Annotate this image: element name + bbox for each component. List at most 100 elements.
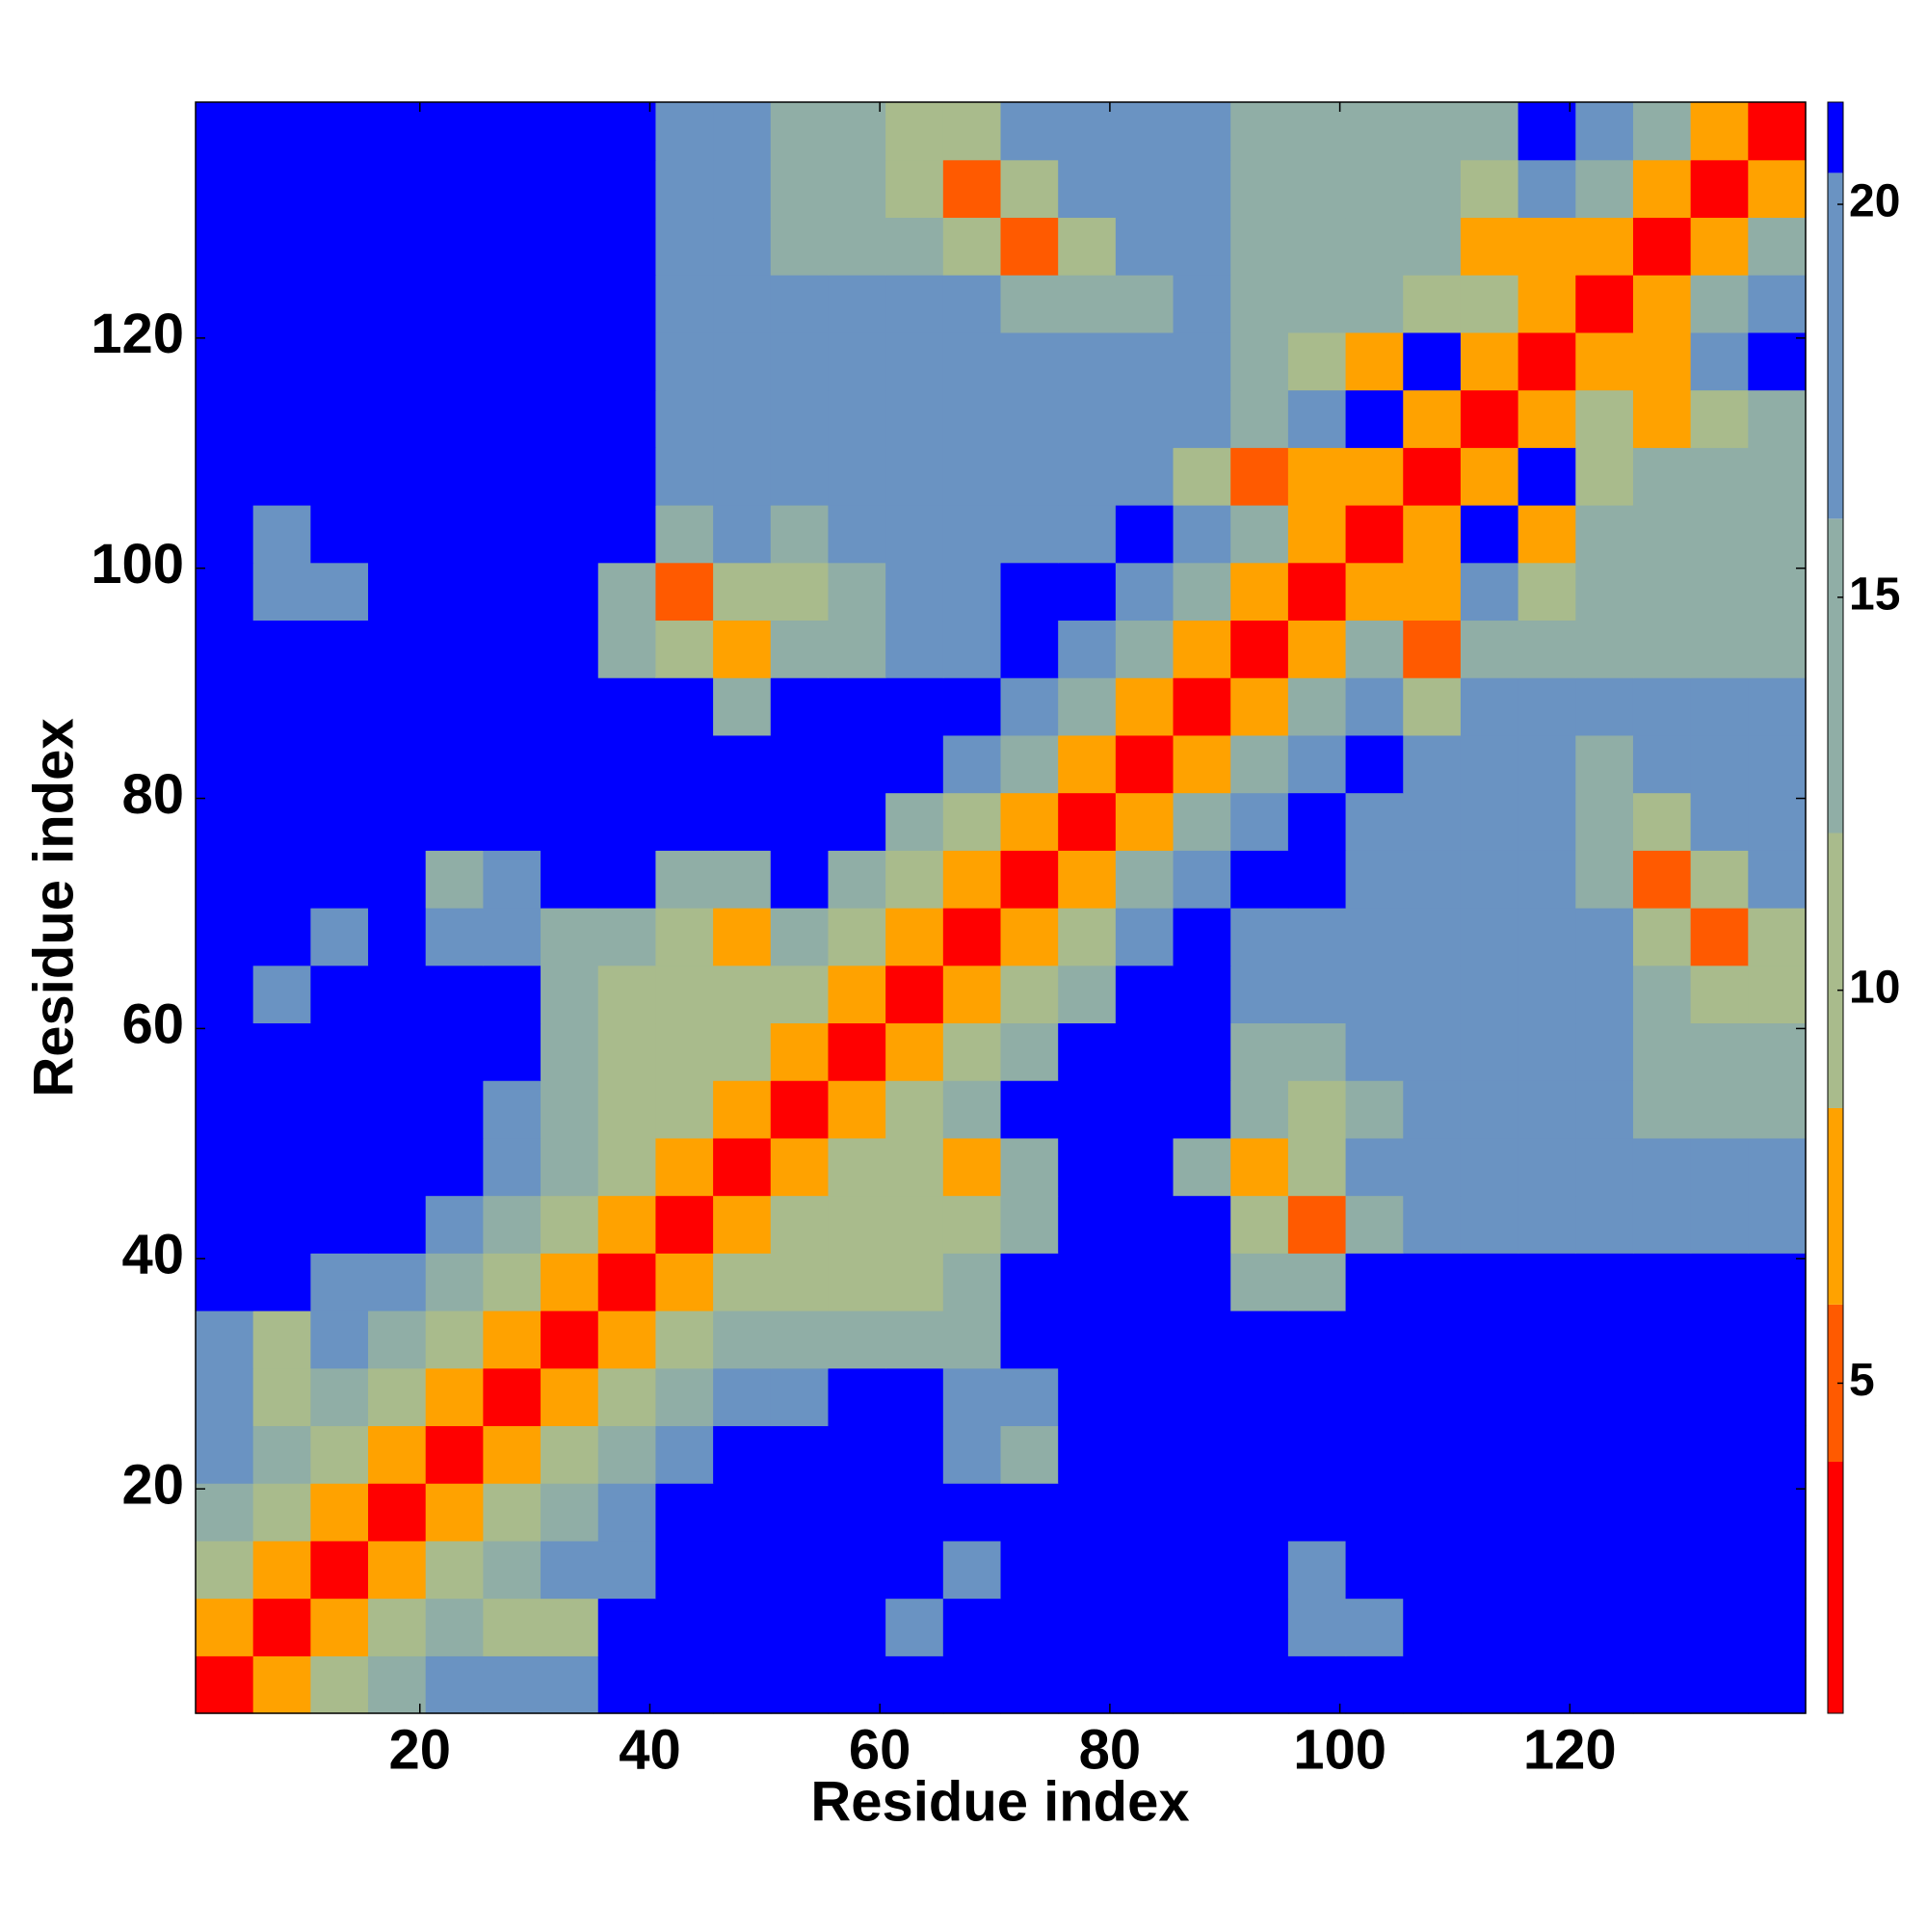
heatmap-cell	[828, 1195, 886, 1254]
heatmap-cell	[1230, 505, 1289, 564]
heatmap-cell	[597, 1367, 657, 1427]
heatmap-cell	[1748, 1483, 1807, 1542]
heatmap-cell	[1230, 908, 1289, 966]
heatmap-cell	[368, 217, 427, 276]
heatmap-cell	[1230, 1080, 1289, 1139]
heatmap-cell	[1000, 1425, 1059, 1484]
colorbar-band	[1828, 518, 1843, 834]
heatmap-cell	[770, 331, 830, 391]
heatmap-cell	[368, 1367, 427, 1427]
heatmap-cell	[310, 505, 369, 564]
heatmap-cell	[368, 275, 427, 333]
heatmap-cell	[1058, 850, 1117, 909]
heatmap-cell	[541, 1598, 599, 1656]
heatmap-cell	[1058, 217, 1117, 276]
heatmap-cell	[597, 620, 657, 678]
heatmap-cell	[1000, 1253, 1059, 1311]
heatmap-cell	[942, 1483, 1002, 1542]
heatmap-cell	[252, 275, 311, 333]
heatmap-cell	[1000, 677, 1059, 736]
heatmap-cell	[885, 1022, 944, 1081]
heatmap-cell	[1173, 217, 1231, 276]
heatmap-cell	[368, 965, 427, 1024]
x-tick-label: 120	[1523, 1718, 1617, 1781]
heatmap-cell	[1230, 1137, 1289, 1197]
heatmap-cell	[1173, 1367, 1231, 1427]
heatmap-cell	[1403, 850, 1462, 909]
heatmap-cell	[1460, 505, 1519, 564]
heatmap-cell	[828, 1253, 886, 1311]
heatmap-cell	[1518, 1310, 1576, 1369]
heatmap-cell	[483, 1080, 541, 1139]
heatmap-cell	[368, 447, 427, 506]
heatmap-cell	[1575, 331, 1634, 391]
heatmap-cell	[713, 1137, 772, 1197]
heatmap-cell	[1690, 505, 1749, 564]
heatmap-cell	[483, 1137, 541, 1197]
heatmap-cell	[1173, 620, 1231, 678]
heatmap-cell	[310, 734, 369, 794]
heatmap-cell	[483, 389, 541, 448]
heatmap-cell	[310, 447, 369, 506]
heatmap-cell	[1632, 908, 1692, 966]
heatmap-cell	[1748, 562, 1807, 622]
heatmap-cell	[1287, 1195, 1347, 1254]
heatmap-cell	[1575, 159, 1634, 219]
heatmap-cell	[828, 908, 886, 966]
heatmap-cell	[1000, 1080, 1059, 1139]
heatmap-cell	[885, 677, 944, 736]
heatmap-cell	[1518, 850, 1576, 909]
heatmap-cell	[942, 1080, 1002, 1139]
heatmap-cell	[1230, 620, 1289, 678]
heatmap-cell	[1632, 562, 1692, 622]
heatmap-cell	[310, 562, 369, 622]
heatmap-cell	[483, 447, 541, 506]
heatmap-cell	[483, 1540, 541, 1600]
heatmap-cell	[597, 1540, 657, 1600]
heatmap-cell	[1173, 1310, 1231, 1369]
heatmap-cell	[1058, 159, 1117, 219]
heatmap-cell	[1000, 1367, 1059, 1427]
heatmap-cell	[252, 1080, 311, 1139]
heatmap-cell	[196, 159, 254, 219]
heatmap-cell	[1460, 1137, 1519, 1197]
heatmap-cell	[1115, 275, 1175, 333]
heatmap-cell	[1173, 734, 1231, 794]
heatmap-cell	[425, 620, 484, 678]
heatmap-cell	[1460, 331, 1519, 391]
heatmap-cell	[770, 1253, 830, 1311]
heatmap-cell	[1748, 102, 1807, 161]
heatmap-cell	[368, 1540, 427, 1600]
heatmap-cell	[1632, 1253, 1692, 1311]
heatmap-cell	[1518, 1367, 1576, 1427]
heatmap-cell	[1518, 908, 1576, 966]
heatmap-cell	[828, 850, 886, 909]
heatmap-cell	[655, 389, 714, 448]
heatmap-cell	[1173, 1080, 1231, 1139]
heatmap-cell	[310, 159, 369, 219]
y-tick-label: 100	[91, 533, 184, 595]
heatmap-cell	[483, 1022, 541, 1081]
heatmap-cell	[828, 1540, 886, 1600]
heatmap-cell	[1115, 1425, 1175, 1484]
heatmap-cell	[1518, 1080, 1576, 1139]
heatmap-cell	[1748, 1367, 1807, 1427]
heatmap-cell	[597, 102, 657, 161]
heatmap-cell	[655, 734, 714, 794]
heatmap-cell	[1115, 792, 1175, 851]
heatmap-cell	[1345, 1483, 1404, 1542]
heatmap-cell	[196, 1253, 254, 1311]
heatmap-cell	[252, 331, 311, 391]
heatmap-cell	[1115, 1137, 1175, 1197]
heatmap-cell	[1575, 447, 1634, 506]
heatmap-cell	[196, 331, 254, 391]
heatmap-cell	[713, 620, 772, 678]
heatmap-cell	[252, 562, 311, 622]
heatmap-cell	[1345, 102, 1404, 161]
heatmap-cell	[655, 102, 714, 161]
heatmap-cell	[252, 1310, 311, 1369]
heatmap-cell	[885, 1137, 944, 1197]
heatmap-cell	[541, 505, 599, 564]
heatmap-cell	[1115, 908, 1175, 966]
heatmap-cell	[597, 677, 657, 736]
